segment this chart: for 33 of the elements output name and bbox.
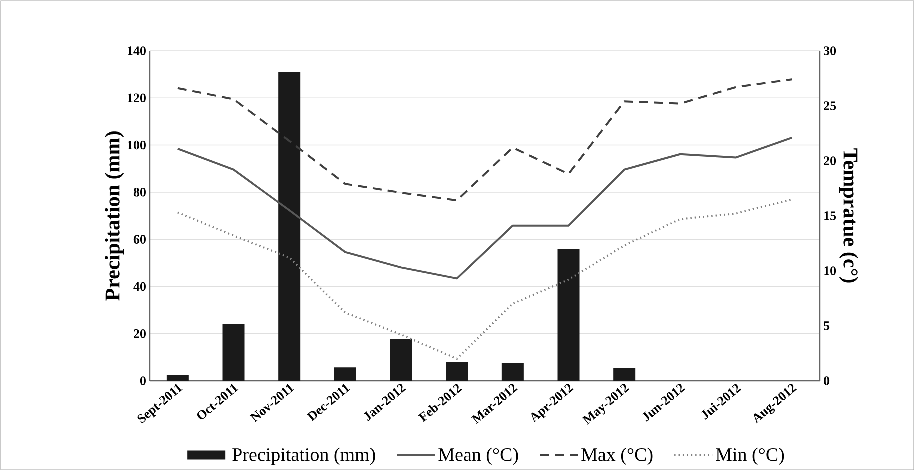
legend-label: Precipitation (mm) bbox=[232, 448, 376, 466]
y2-tick-label: 5 bbox=[824, 322, 830, 330]
y-tick-label: 120 bbox=[128, 94, 146, 103]
y2-tick-label: 10 bbox=[824, 266, 836, 276]
y2-tick-label: 30 bbox=[824, 46, 836, 56]
bar bbox=[166, 375, 189, 381]
legend-label: Mean (°C) bbox=[438, 448, 518, 466]
bar bbox=[446, 362, 468, 381]
bar bbox=[390, 339, 412, 381]
line-series bbox=[176, 136, 794, 280]
y-tick-label: 40 bbox=[134, 282, 146, 292]
y-tick-label: 0 bbox=[140, 376, 146, 386]
bar bbox=[558, 249, 580, 381]
y-tick-label: 20 bbox=[134, 329, 146, 338]
y2-tick-label: 25 bbox=[824, 102, 836, 110]
line-series bbox=[176, 198, 794, 360]
y-tick-label: 80 bbox=[134, 188, 146, 197]
y2-tick-label: 0 bbox=[824, 376, 830, 386]
legend-label: Max (°C) bbox=[582, 448, 653, 466]
y-tick-label: 100 bbox=[128, 140, 146, 150]
y-tick-label: 60 bbox=[134, 235, 146, 244]
bar bbox=[278, 72, 301, 381]
legend-label: Min (°C) bbox=[716, 448, 784, 466]
line-series bbox=[176, 78, 794, 202]
y-axis-title: Precipitation (mm) bbox=[105, 132, 124, 301]
bar bbox=[334, 368, 356, 381]
y2-tick-label: 20 bbox=[824, 156, 836, 166]
bar bbox=[222, 324, 245, 381]
bar bbox=[614, 368, 636, 381]
y2-axis-title: Tempratue (c°) bbox=[839, 148, 858, 283]
y2-tick-label: 15 bbox=[824, 212, 836, 220]
y-tick-label: 140 bbox=[128, 46, 146, 56]
bar bbox=[502, 363, 524, 381]
